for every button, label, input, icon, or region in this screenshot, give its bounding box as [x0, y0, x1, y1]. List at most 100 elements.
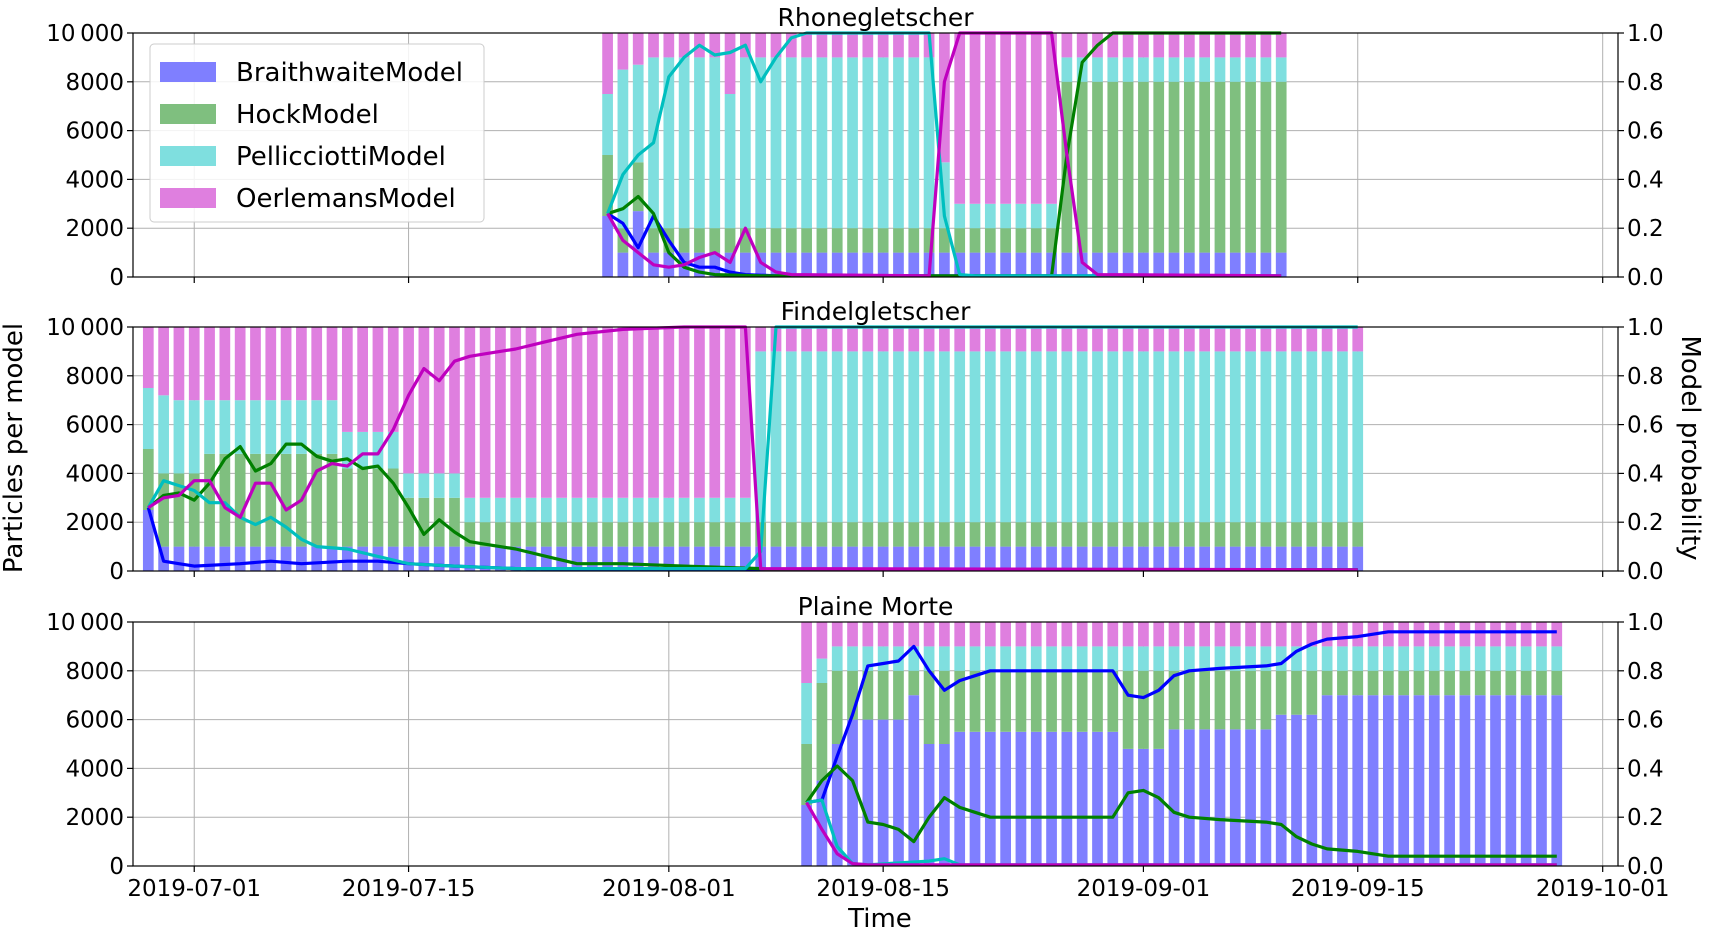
bar-braithwaite — [1291, 546, 1302, 571]
left-y-tick-label: 8000 — [65, 70, 124, 96]
bar-hock — [586, 522, 598, 547]
bar-pellicciotti — [816, 351, 828, 523]
bar-oerlemans — [1015, 622, 1027, 647]
bar-braithwaite — [1030, 546, 1042, 571]
bar-pellicciotti — [954, 351, 966, 523]
bar-braithwaite — [923, 744, 935, 866]
bar-oerlemans — [893, 327, 904, 352]
bar-braithwaite — [1015, 252, 1027, 277]
bar-hock — [1030, 522, 1042, 547]
bar-hock — [1490, 670, 1501, 696]
bar-hock — [831, 522, 843, 547]
bar-oerlemans — [372, 327, 384, 432]
plot-frame — [132, 326, 1619, 572]
bar-oerlemans — [709, 33, 721, 58]
bar-pellicciotti — [1030, 646, 1042, 671]
bar-hock — [648, 522, 659, 547]
bar-braithwaite — [862, 546, 874, 571]
bar-pellicciotti — [1046, 646, 1057, 671]
bar-oerlemans — [556, 327, 568, 498]
bar-braithwaite — [923, 546, 935, 571]
bar-pellicciotti — [1061, 57, 1073, 82]
bar-oerlemans — [1229, 622, 1241, 647]
bar-braithwaite — [1122, 252, 1134, 277]
bar-oerlemans — [495, 327, 506, 498]
bar-oerlemans — [1061, 622, 1073, 647]
bar-hock — [540, 522, 552, 547]
bar-pellicciotti — [663, 57, 675, 229]
line-hock — [805, 764, 1557, 858]
bar-pellicciotti — [678, 57, 690, 229]
bar-oerlemans — [1383, 622, 1394, 647]
bar-pellicciotti — [617, 69, 629, 229]
bar-oerlemans — [1214, 622, 1226, 647]
bar-oerlemans — [1321, 327, 1333, 352]
bar-pellicciotti — [341, 431, 353, 469]
bar-pellicciotti — [923, 646, 935, 671]
bar-oerlemans — [1138, 622, 1149, 647]
bar-hock — [311, 453, 323, 547]
bar-hock — [1398, 670, 1410, 696]
bar-pellicciotti — [1015, 203, 1027, 229]
right-y-tick-label: 0.2 — [1627, 510, 1664, 536]
bar-oerlemans — [1153, 327, 1165, 352]
bar-pellicciotti — [1444, 646, 1455, 671]
bar-hock — [908, 670, 920, 696]
legend-swatch-braithwaite — [160, 62, 216, 82]
bar-hock — [1199, 670, 1211, 730]
bar-hock — [954, 228, 966, 253]
bar-oerlemans — [1199, 327, 1211, 352]
bar-hock — [755, 228, 767, 253]
bar-oerlemans — [939, 622, 950, 647]
bar-braithwaite — [602, 216, 613, 277]
right-y-tick-label: 0.0 — [1627, 265, 1664, 291]
bar-oerlemans — [1291, 622, 1302, 647]
bar-pellicciotti — [877, 57, 889, 229]
bar-pellicciotti — [755, 57, 767, 229]
bar-hock — [1076, 81, 1088, 253]
bar-oerlemans — [954, 327, 966, 352]
bar-pellicciotti — [418, 473, 430, 498]
left-y-tick-label: 0 — [109, 559, 124, 585]
bar-hock — [1046, 228, 1057, 253]
bar-pellicciotti — [617, 497, 629, 523]
bar-pellicciotti — [280, 400, 292, 454]
bar-hock — [1015, 522, 1027, 547]
bar-braithwaite — [403, 546, 414, 571]
bar-hock — [1199, 522, 1211, 547]
bar-oerlemans — [969, 622, 981, 647]
bar-hock — [1138, 522, 1149, 547]
bar-hock — [1092, 522, 1103, 547]
bar-pellicciotti — [1030, 203, 1042, 229]
bar-pellicciotti — [510, 497, 522, 523]
bar-oerlemans — [204, 327, 215, 401]
bar-hock — [632, 162, 644, 212]
bar-braithwaite — [1030, 731, 1042, 866]
bar-oerlemans — [1214, 327, 1226, 352]
bar-oerlemans — [877, 622, 889, 647]
bar-pellicciotti — [1459, 646, 1471, 671]
right-y-tick-label: 0.6 — [1627, 708, 1664, 734]
bar-hock — [1551, 670, 1563, 696]
bar-oerlemans — [586, 327, 598, 498]
bar-braithwaite — [1107, 546, 1119, 571]
bar-oerlemans — [1183, 622, 1195, 647]
bar-pellicciotti — [816, 658, 828, 683]
x-tick-label: 2019-08-15 — [816, 876, 950, 902]
bar-hock — [1352, 670, 1364, 696]
bar-hock — [1122, 670, 1134, 749]
line-oerlemans — [805, 801, 1557, 867]
bar-braithwaite — [862, 252, 874, 277]
bar-braithwaite — [954, 252, 966, 277]
bar-braithwaite — [663, 546, 675, 571]
bar-oerlemans — [571, 327, 583, 498]
bar-oerlemans — [280, 327, 292, 401]
bar-oerlemans — [1413, 622, 1425, 647]
bar-oerlemans — [801, 327, 812, 352]
bar-oerlemans — [1000, 622, 1011, 647]
bar-oerlemans — [694, 327, 705, 498]
right-y-tick-label: 0.4 — [1627, 461, 1664, 487]
bar-oerlemans — [1352, 327, 1364, 352]
bar-hock — [326, 453, 338, 547]
bar-hock — [1367, 670, 1379, 696]
